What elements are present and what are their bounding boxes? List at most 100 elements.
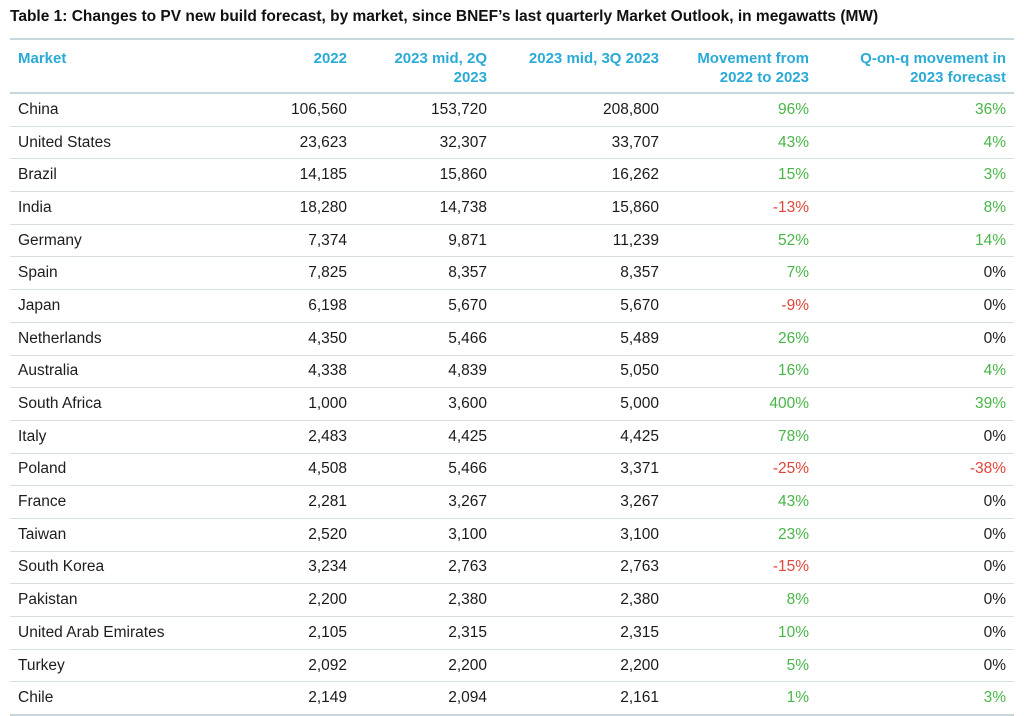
- cell-2023-mid-2q: 3,267: [355, 485, 495, 519]
- cell-market: Turkey: [10, 649, 210, 683]
- cell-qoq-movement: 0%: [817, 518, 1014, 552]
- header-movement: Movement from 2022 to 2023: [667, 38, 817, 94]
- cell-2023-mid-3q: 2,380: [495, 583, 667, 617]
- table-row: Chile 2,149 2,094 2,161 1% 3%: [10, 681, 1014, 716]
- table-header-row: Market 2022 2023 mid, 2Q 2023 2023 mid, …: [10, 38, 1014, 94]
- cell-movement: 78%: [667, 420, 817, 454]
- cell-2023-mid-3q: 33,707: [495, 126, 667, 160]
- cell-2023-mid-3q: 5,670: [495, 289, 667, 323]
- cell-2023-mid-3q: 3,371: [495, 453, 667, 487]
- cell-2023-mid-3q: 5,489: [495, 322, 667, 356]
- pv-forecast-table: Market 2022 2023 mid, 2Q 2023 2023 mid, …: [10, 38, 1014, 716]
- cell-2023-mid-3q: 5,050: [495, 355, 667, 389]
- cell-2022: 2,092: [210, 649, 355, 683]
- cell-2023-mid-2q: 4,839: [355, 355, 495, 389]
- cell-2022: 2,281: [210, 485, 355, 519]
- cell-qoq-movement: 0%: [817, 322, 1014, 356]
- table-row: South Africa 1,000 3,600 5,000 400% 39%: [10, 387, 1014, 421]
- table-row: Netherlands 4,350 5,466 5,489 26% 0%: [10, 322, 1014, 356]
- cell-qoq-movement: 0%: [817, 649, 1014, 683]
- cell-2023-mid-3q: 16,262: [495, 158, 667, 193]
- cell-2023-mid-2q: 2,315: [355, 616, 495, 650]
- cell-market: South Korea: [10, 551, 210, 585]
- cell-2022: 1,000: [210, 387, 355, 421]
- cell-qoq-movement: 0%: [817, 551, 1014, 585]
- table-row: Brazil 14,185 15,860 16,262 15% 3%: [10, 158, 1014, 193]
- cell-2023-mid-2q: 15,860: [355, 158, 495, 193]
- cell-2023-mid-2q: 153,720: [355, 93, 495, 127]
- table-row: Australia 4,338 4,839 5,050 16% 4%: [10, 355, 1014, 389]
- cell-2023-mid-3q: 2,315: [495, 616, 667, 650]
- cell-2023-mid-2q: 2,200: [355, 649, 495, 683]
- cell-2022: 7,374: [210, 224, 355, 258]
- cell-2023-mid-2q: 2,094: [355, 681, 495, 716]
- cell-movement: 10%: [667, 616, 817, 650]
- cell-market: Chile: [10, 681, 210, 716]
- cell-2023-mid-2q: 8,357: [355, 256, 495, 291]
- cell-2023-mid-2q: 9,871: [355, 224, 495, 258]
- table-row: Japan 6,198 5,670 5,670 -9% 0%: [10, 289, 1014, 323]
- cell-movement: 23%: [667, 518, 817, 552]
- cell-movement: 43%: [667, 126, 817, 160]
- table-row: Turkey 2,092 2,200 2,200 5% 0%: [10, 649, 1014, 683]
- table-row: United States 23,623 32,307 33,707 43% 4%: [10, 126, 1014, 160]
- header-2023-mid-3q: 2023 mid, 3Q 2023: [495, 38, 667, 94]
- cell-qoq-movement: 36%: [817, 93, 1014, 127]
- cell-market: China: [10, 93, 210, 127]
- cell-qoq-movement: 3%: [817, 681, 1014, 716]
- table-row: Poland 4,508 5,466 3,371 -25% -38%: [10, 453, 1014, 487]
- cell-2023-mid-3q: 3,267: [495, 485, 667, 519]
- cell-2022: 4,350: [210, 322, 355, 356]
- cell-qoq-movement: 0%: [817, 616, 1014, 650]
- cell-movement: 5%: [667, 649, 817, 683]
- cell-2022: 7,825: [210, 256, 355, 291]
- cell-movement: 16%: [667, 355, 817, 389]
- cell-movement: -25%: [667, 453, 817, 487]
- cell-2023-mid-2q: 3,100: [355, 518, 495, 552]
- table-row: Germany 7,374 9,871 11,239 52% 14%: [10, 224, 1014, 258]
- cell-2022: 106,560: [210, 93, 355, 127]
- table-row: Italy 2,483 4,425 4,425 78% 0%: [10, 420, 1014, 454]
- cell-market: United States: [10, 126, 210, 160]
- cell-2023-mid-3q: 5,000: [495, 387, 667, 421]
- cell-qoq-movement: 0%: [817, 289, 1014, 323]
- header-market: Market: [10, 38, 210, 94]
- cell-qoq-movement: 0%: [817, 420, 1014, 454]
- table-row: United Arab Emirates 2,105 2,315 2,315 10% 0%: [10, 616, 1014, 650]
- cell-market: Australia: [10, 355, 210, 389]
- cell-2023-mid-2q: 5,466: [355, 322, 495, 356]
- cell-movement: 8%: [667, 583, 817, 617]
- cell-market: Netherlands: [10, 322, 210, 356]
- header-qoq-movement: Q-on-q movement in 2023 forecast: [817, 38, 1014, 94]
- header-2023-mid-2q: 2023 mid, 2Q 2023: [355, 38, 495, 94]
- cell-movement: -13%: [667, 191, 817, 225]
- cell-qoq-movement: 0%: [817, 583, 1014, 617]
- cell-qoq-movement: -38%: [817, 453, 1014, 487]
- forecast-table-container: Market 2022 2023 mid, 2Q 2023 2023 mid, …: [10, 38, 1014, 716]
- cell-2023-mid-2q: 14,738: [355, 191, 495, 225]
- cell-2023-mid-3q: 208,800: [495, 93, 667, 127]
- cell-2022: 14,185: [210, 158, 355, 193]
- table-row: China 106,560 153,720 208,800 96% 36%: [10, 93, 1014, 127]
- cell-2022: 2,105: [210, 616, 355, 650]
- cell-2023-mid-3q: 4,425: [495, 420, 667, 454]
- cell-2022: 23,623: [210, 126, 355, 160]
- cell-2023-mid-2q: 3,600: [355, 387, 495, 421]
- cell-movement: 43%: [667, 485, 817, 519]
- cell-2022: 3,234: [210, 551, 355, 585]
- cell-market: Germany: [10, 224, 210, 258]
- cell-movement: 52%: [667, 224, 817, 258]
- cell-market: Brazil: [10, 158, 210, 193]
- table-body: China 106,560 153,720 208,800 96% 36% United S…: [10, 93, 1014, 716]
- cell-market: Japan: [10, 289, 210, 323]
- header-2022: 2022: [210, 38, 355, 94]
- cell-market: South Africa: [10, 387, 210, 421]
- cell-movement: -9%: [667, 289, 817, 323]
- cell-market: Pakistan: [10, 583, 210, 617]
- cell-market: United Arab Emirates: [10, 616, 210, 650]
- cell-market: Spain: [10, 256, 210, 291]
- cell-2022: 2,520: [210, 518, 355, 552]
- table-row: South Korea 3,234 2,763 2,763 -15% 0%: [10, 551, 1014, 585]
- cell-movement: 1%: [667, 681, 817, 716]
- cell-2022: 2,149: [210, 681, 355, 716]
